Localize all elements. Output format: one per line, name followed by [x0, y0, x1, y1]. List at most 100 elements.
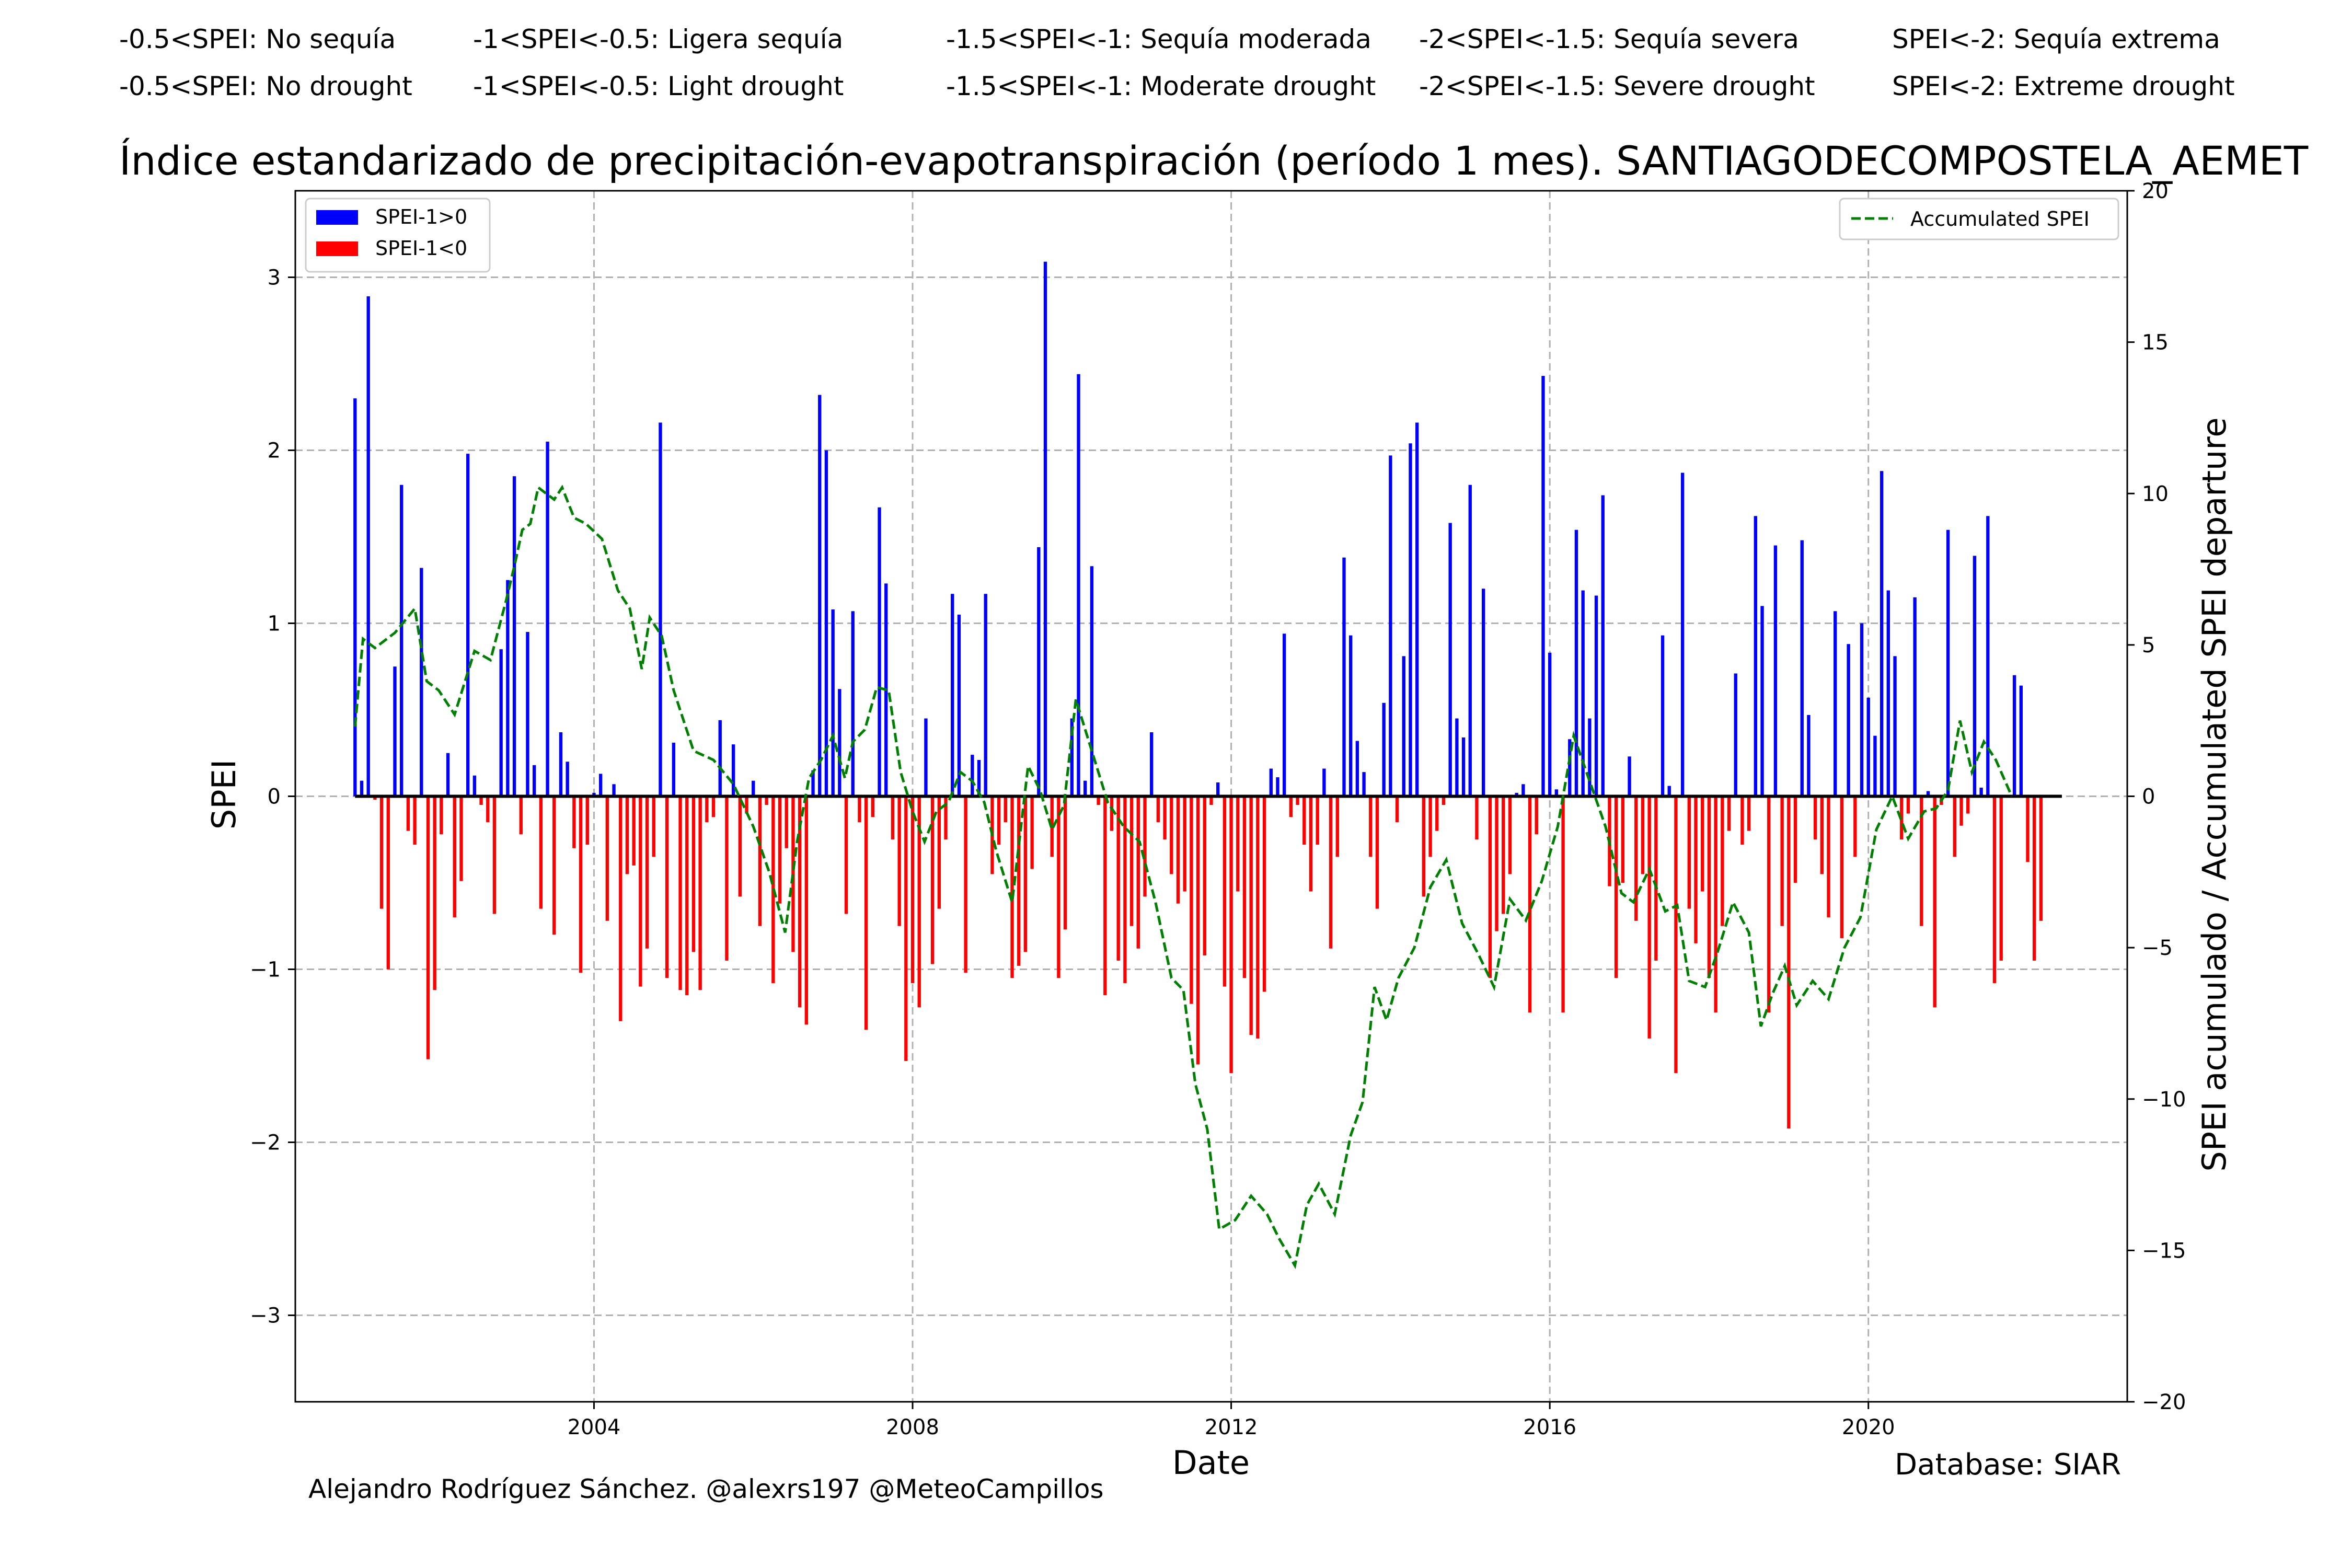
spei-bar	[858, 796, 861, 823]
spei-bar	[413, 796, 417, 845]
spei-bar	[1767, 796, 1771, 1013]
spei-bar	[1349, 635, 1353, 797]
legend-label-negative: SPEI-1<0	[375, 237, 467, 260]
spei-bar	[1966, 796, 1970, 814]
spei-bar	[1946, 529, 1950, 797]
spei-bar	[1800, 540, 1804, 797]
spei-bar	[479, 796, 483, 805]
spei-bar	[1628, 756, 1631, 797]
spei-bar	[1170, 796, 1173, 874]
spei-bar	[1973, 556, 1977, 797]
spei-bar	[1409, 443, 1412, 797]
spei-bar	[1721, 796, 1724, 926]
spei-bar	[453, 796, 456, 918]
legend-swatch-negative	[316, 241, 358, 256]
spei-bar	[891, 796, 895, 840]
spei-bar	[672, 742, 676, 797]
spei-bar	[1979, 787, 1983, 797]
spei-bar	[1262, 796, 1266, 992]
spei-bar	[758, 796, 762, 926]
spei-bar	[1933, 796, 1936, 1008]
spei-bar	[1362, 772, 1366, 797]
spei-bar	[1674, 796, 1678, 1074]
spei-bar	[1276, 777, 1279, 797]
spei-bar	[1375, 796, 1379, 909]
spei-bar	[1335, 796, 1339, 857]
spei-bar	[1714, 796, 1717, 1013]
y2-tick-label: −15	[2142, 1239, 2186, 1263]
chart-title: Índice estandarizado de precipitación-ev…	[119, 137, 2309, 184]
spei-bar	[440, 796, 443, 835]
spei-bar	[1203, 796, 1206, 956]
spei-bar	[1502, 796, 1505, 914]
y-tick-label: 2	[268, 439, 281, 463]
spei-bar	[711, 796, 716, 817]
spei-bar	[705, 796, 709, 823]
spei-bar	[1422, 796, 1426, 897]
spei-bar	[1521, 784, 1525, 797]
spei-bar	[1548, 652, 1552, 797]
spei-bar	[811, 770, 815, 797]
spei-bar	[1508, 796, 1512, 874]
spei-bar	[1017, 796, 1021, 966]
spei-bar	[1760, 606, 1764, 797]
spei-bar	[1913, 597, 1917, 797]
spei-bar	[659, 422, 662, 797]
grid-lines	[295, 191, 2127, 1402]
spei-bar	[1541, 376, 1545, 797]
spei-bar	[1063, 796, 1067, 930]
spei-bar	[844, 796, 848, 914]
spei-bar	[1010, 796, 1014, 978]
y-axis-ticks: −3 −2 −1 0 1 2 3	[250, 266, 295, 1328]
spei-bar	[486, 796, 490, 823]
spei-bar	[665, 796, 669, 978]
spei-bar	[785, 796, 788, 848]
spei-bar	[532, 765, 536, 797]
spei-bar	[420, 568, 423, 797]
spei-bar	[1834, 611, 1837, 797]
spei-bar	[1535, 796, 1538, 835]
spei-bar	[1070, 718, 1074, 797]
spei-bar	[1807, 714, 1811, 797]
spei-bar	[1123, 796, 1127, 983]
spei-bar	[1448, 523, 1452, 797]
spei-bar	[1687, 796, 1691, 909]
spei-bar	[2026, 796, 2030, 862]
spei-bar	[566, 762, 569, 797]
spei-bar	[1813, 796, 1817, 840]
spei-bar	[386, 796, 390, 970]
spei-bar	[546, 441, 549, 797]
spei-bar	[1667, 786, 1671, 797]
spei-bar	[1455, 718, 1459, 797]
spei-bar	[1023, 796, 1028, 952]
spei-bar	[1740, 796, 1744, 845]
spei-bar	[944, 796, 948, 840]
spei-bar	[1216, 782, 1220, 797]
spei-bar	[506, 580, 510, 797]
spei-bar	[1641, 796, 1645, 874]
legend-swatch-positive	[316, 210, 358, 225]
spei-bar	[512, 476, 516, 797]
spei-bar	[752, 780, 755, 797]
x-axis-label: Date	[1172, 1444, 1250, 1482]
spei-bar	[2033, 796, 2036, 961]
spei-bar	[1083, 780, 1087, 797]
spei-bar	[1992, 796, 1997, 983]
spei-bar	[1694, 796, 1698, 943]
spei-bar	[1554, 789, 1559, 797]
spei-bar	[559, 732, 563, 797]
spei-bar	[1143, 796, 1147, 897]
spei-bar	[937, 796, 941, 909]
spei-bar	[910, 796, 915, 983]
spei-bar	[1634, 796, 1638, 921]
spei-bar	[619, 796, 622, 1021]
spei-bar	[1389, 455, 1392, 797]
spei-bar	[652, 796, 655, 857]
spei-bar	[1906, 796, 1910, 814]
spei-bar	[1986, 516, 1990, 797]
spei-bar	[446, 753, 450, 797]
spei-bar	[1269, 768, 1273, 797]
spei-bar	[632, 796, 636, 866]
spei-bar	[1382, 702, 1386, 797]
spei-bar	[1880, 471, 1884, 797]
